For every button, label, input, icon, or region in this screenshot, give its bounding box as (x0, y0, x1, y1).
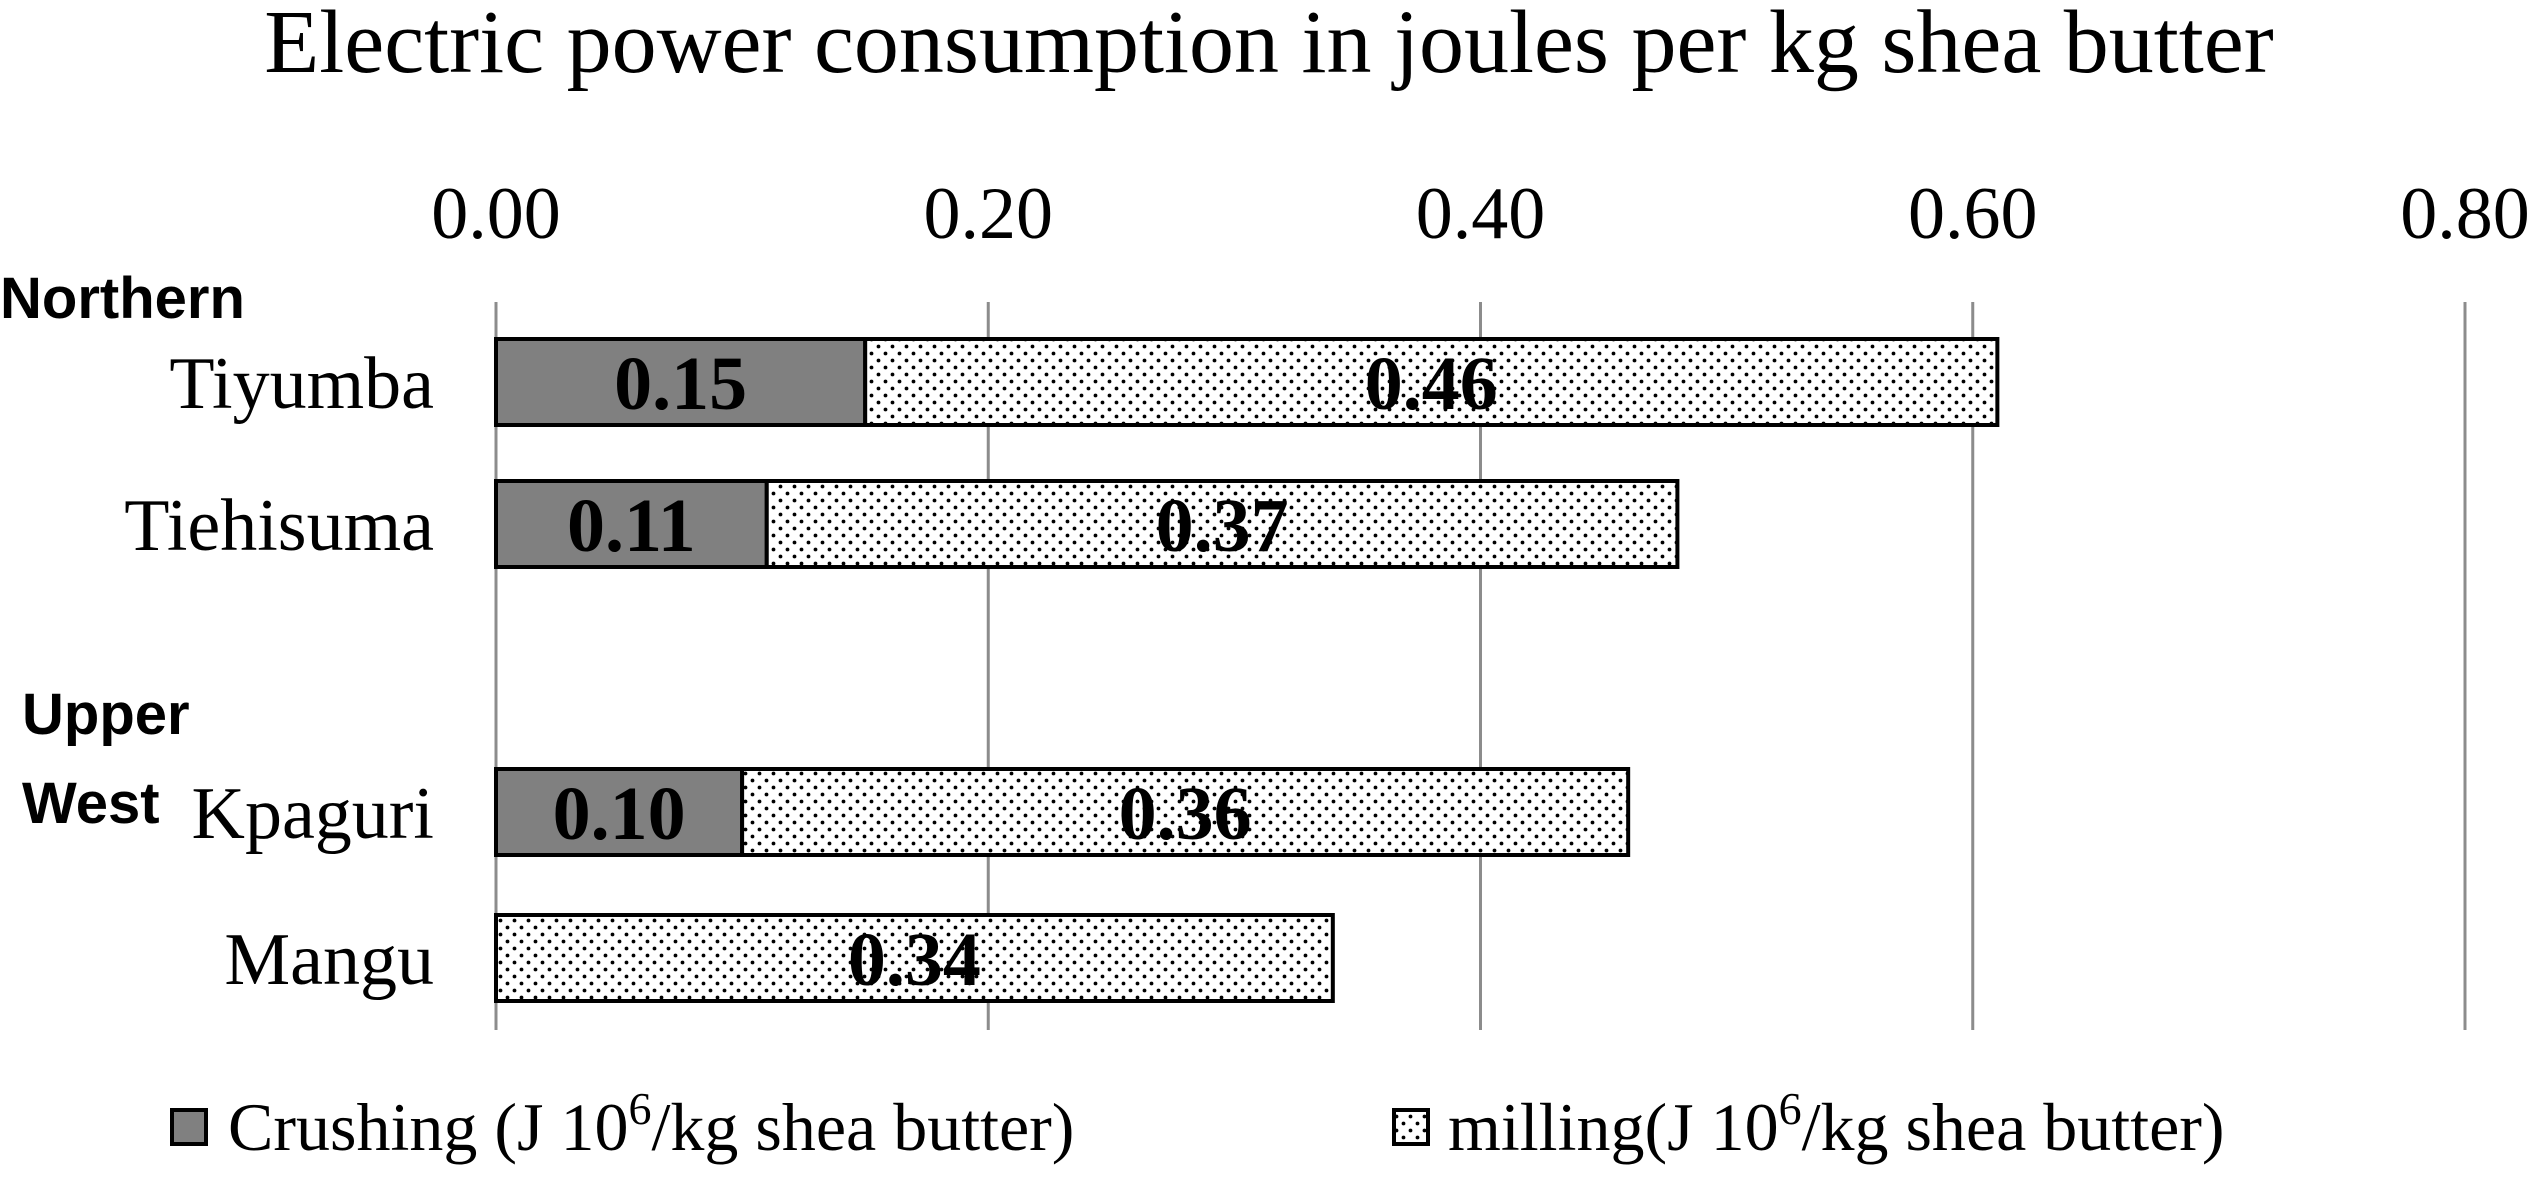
group-label-northern: Northern (0, 266, 245, 331)
x-tick-label: 0.00 (431, 173, 561, 255)
data-label-crushing-kpaguri: 0.10 (553, 772, 686, 856)
group-label-upper-west-line1: Upper (22, 682, 190, 747)
category-label-tiyumba: Tiyumba (169, 343, 434, 425)
group-label-upper-west-line2: West (22, 771, 160, 836)
data-label-crushing-tiehisuma: 0.11 (567, 484, 696, 568)
bar-milling-mangu (494, 913, 1335, 1003)
data-label-milling-mangu: 0.34 (848, 918, 981, 1002)
chart-title: Electric power consumption in joules per… (264, 0, 2273, 92)
data-label-milling-kpaguri: 0.36 (1119, 772, 1252, 856)
legend-label-crushing: Crushing (J 106/kg shea butter) (228, 1083, 1074, 1165)
x-tick-label: 0.20 (924, 173, 1054, 255)
data-label-milling-tiehisuma: 0.37 (1156, 484, 1289, 568)
category-labels: Tiyumba Tiehisuma Kpaguri Mangu (124, 343, 434, 1001)
x-tick-label: 0.60 (1908, 173, 2038, 255)
x-axis-ticks: 0.00 0.20 0.40 0.60 0.80 (431, 173, 2530, 255)
bar-milling-tiehisuma (764, 479, 1680, 569)
legend-swatch-milling (1392, 1108, 1430, 1146)
bars (494, 337, 2000, 1003)
bar-milling-tiyumba (863, 337, 2000, 427)
legend: Crushing (J 106/kg shea butter) milling(J… (170, 1083, 2225, 1165)
category-label-kpaguri: Kpaguri (192, 773, 435, 855)
legend-swatch-crushing (170, 1108, 208, 1146)
x-tick-label: 0.40 (1416, 173, 1546, 255)
category-label-tiehisuma: Tiehisuma (124, 485, 434, 567)
x-tick-label: 0.80 (2400, 173, 2530, 255)
group-labels: Northern Upper West (0, 266, 245, 836)
bar-milling-kpaguri (740, 767, 1631, 857)
legend-label-milling: milling(J 106/kg shea butter) (1448, 1083, 2225, 1165)
data-label-milling-tiyumba: 0.46 (1365, 342, 1498, 426)
data-label-crushing-tiyumba: 0.15 (614, 342, 747, 426)
data-labels: 0.15 0.46 0.11 0.37 0.10 0.36 0.34 (553, 342, 1498, 1002)
category-label-mangu: Mangu (224, 919, 434, 1001)
